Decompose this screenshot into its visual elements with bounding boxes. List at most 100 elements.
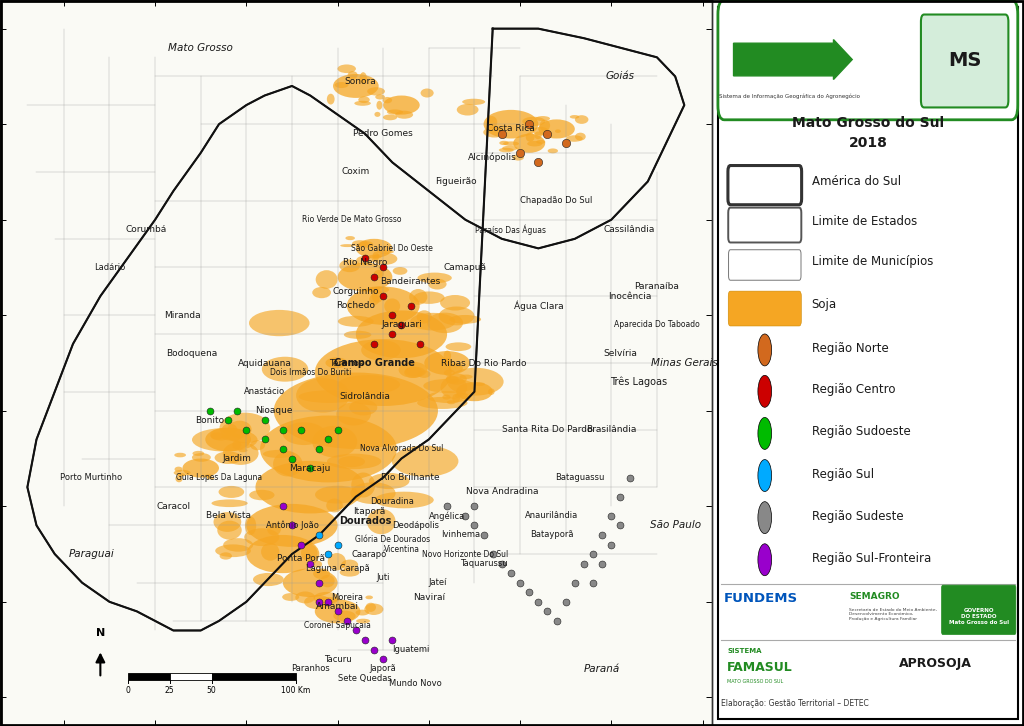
Text: Rio Brilhante: Rio Brilhante — [381, 473, 440, 482]
Ellipse shape — [244, 529, 280, 546]
Ellipse shape — [483, 127, 506, 137]
Ellipse shape — [356, 239, 392, 258]
Ellipse shape — [427, 313, 463, 333]
Circle shape — [758, 417, 772, 449]
Ellipse shape — [428, 279, 446, 290]
Ellipse shape — [417, 397, 468, 409]
Ellipse shape — [212, 499, 248, 507]
Text: Elaboração: Gestão Territorial – DETEC: Elaboração: Gestão Territorial – DETEC — [721, 699, 868, 708]
Ellipse shape — [447, 368, 504, 396]
Ellipse shape — [358, 97, 370, 103]
Ellipse shape — [418, 370, 430, 378]
Text: MATO GROSSO DO SUL: MATO GROSSO DO SUL — [727, 679, 783, 684]
Ellipse shape — [398, 362, 427, 378]
Ellipse shape — [387, 110, 403, 115]
Text: Paranhos: Paranhos — [291, 664, 330, 673]
Ellipse shape — [239, 449, 248, 452]
Text: Costa Rica: Costa Rica — [487, 124, 535, 134]
Ellipse shape — [372, 290, 383, 303]
Ellipse shape — [539, 119, 574, 139]
Text: São Gabriel Do Oeste: São Gabriel Do Oeste — [351, 244, 433, 253]
Ellipse shape — [314, 600, 360, 624]
Ellipse shape — [352, 240, 368, 247]
Ellipse shape — [273, 452, 302, 476]
Text: Moreira: Moreira — [331, 592, 362, 602]
Ellipse shape — [374, 270, 384, 278]
Ellipse shape — [313, 592, 339, 605]
Ellipse shape — [372, 253, 397, 265]
Text: Corumbá: Corumbá — [125, 225, 167, 234]
Text: Corguinho: Corguinho — [333, 287, 379, 296]
Ellipse shape — [410, 313, 456, 330]
Ellipse shape — [524, 122, 534, 128]
Text: Mato Grosso: Mato Grosso — [168, 43, 233, 53]
Text: Três Lagoas: Três Lagoas — [610, 377, 668, 388]
Ellipse shape — [338, 375, 400, 394]
FancyBboxPatch shape — [718, 0, 1018, 120]
Text: Alcinópolis: Alcinópolis — [468, 153, 517, 163]
Bar — [170, 674, 212, 680]
Ellipse shape — [250, 440, 265, 450]
Text: Anastácio: Anastácio — [244, 387, 285, 396]
Ellipse shape — [313, 560, 323, 568]
Text: Goiás: Goiás — [606, 71, 635, 81]
Ellipse shape — [356, 311, 447, 358]
Ellipse shape — [174, 470, 190, 476]
FancyBboxPatch shape — [718, 7, 1018, 719]
Bar — [212, 674, 296, 680]
Text: Amambai: Amambai — [316, 602, 359, 611]
Ellipse shape — [344, 331, 372, 339]
Ellipse shape — [315, 486, 360, 504]
Ellipse shape — [366, 603, 376, 612]
Text: Região Centro: Região Centro — [812, 383, 895, 396]
Ellipse shape — [222, 424, 238, 434]
Ellipse shape — [395, 110, 413, 119]
Text: N: N — [95, 628, 105, 638]
Ellipse shape — [446, 373, 467, 385]
Ellipse shape — [335, 82, 348, 88]
Text: Campo Grande: Campo Grande — [334, 358, 415, 368]
Text: Região Sul: Região Sul — [812, 468, 873, 481]
Ellipse shape — [175, 475, 182, 482]
Ellipse shape — [219, 412, 270, 443]
Ellipse shape — [377, 250, 394, 253]
Ellipse shape — [438, 306, 474, 325]
Text: Santa Rita Do Pardo: Santa Rita Do Pardo — [502, 425, 593, 434]
Text: Itaporã: Itaporã — [353, 507, 386, 515]
Ellipse shape — [503, 142, 519, 146]
Text: Água Clara: Água Clara — [513, 301, 563, 311]
Ellipse shape — [215, 452, 242, 464]
Ellipse shape — [406, 367, 425, 377]
Ellipse shape — [340, 244, 354, 247]
Ellipse shape — [374, 492, 434, 508]
Ellipse shape — [383, 115, 397, 121]
Text: 25: 25 — [165, 686, 174, 695]
Ellipse shape — [418, 272, 452, 283]
Ellipse shape — [338, 65, 356, 73]
Text: Ladário: Ladário — [94, 263, 125, 272]
Ellipse shape — [205, 474, 212, 478]
Ellipse shape — [351, 473, 375, 497]
Ellipse shape — [312, 287, 331, 298]
Ellipse shape — [338, 263, 392, 291]
Text: Angélica: Angélica — [429, 511, 465, 521]
Text: Camapuã: Camapuã — [443, 263, 486, 272]
Text: Rio Negro: Rio Negro — [343, 258, 387, 267]
Ellipse shape — [443, 358, 453, 365]
Ellipse shape — [255, 461, 365, 513]
Ellipse shape — [312, 425, 357, 457]
Text: Bandeirantes: Bandeirantes — [381, 277, 440, 286]
Ellipse shape — [326, 357, 347, 368]
Ellipse shape — [283, 593, 299, 601]
Ellipse shape — [333, 611, 355, 621]
Text: Rio Verde De Mato Grosso: Rio Verde De Mato Grosso — [301, 215, 401, 224]
Ellipse shape — [359, 241, 373, 248]
Ellipse shape — [283, 423, 326, 445]
Text: Laguna Carapã: Laguna Carapã — [306, 564, 370, 573]
Ellipse shape — [340, 568, 359, 576]
Ellipse shape — [575, 133, 586, 141]
Ellipse shape — [347, 287, 420, 325]
Ellipse shape — [355, 610, 369, 616]
Text: Sete Quedas: Sete Quedas — [338, 674, 392, 682]
Text: Rochedo: Rochedo — [336, 301, 376, 310]
